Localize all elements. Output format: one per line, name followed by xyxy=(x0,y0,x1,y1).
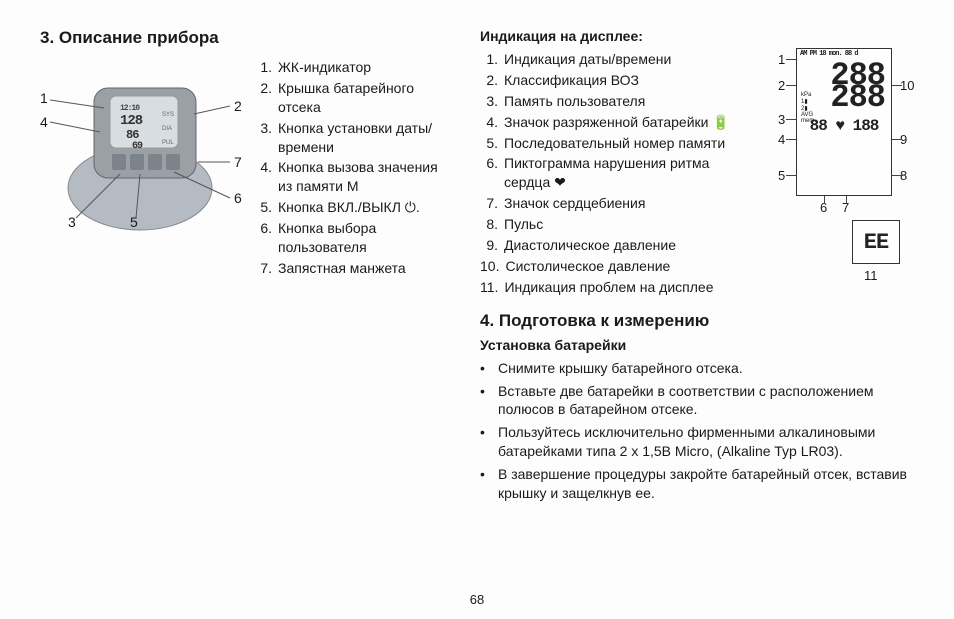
list-num: 7. xyxy=(254,259,272,278)
list-num: 5. xyxy=(480,134,498,153)
device-callout-5: 5 xyxy=(130,214,138,230)
device-svg: 12:10 128 86 69 SYS DIA PUL xyxy=(40,58,240,238)
lcd-error-box: EE xyxy=(852,220,900,264)
list-num: 2. xyxy=(254,79,272,117)
list-num: 5. xyxy=(254,198,272,217)
list-num: 7. xyxy=(480,194,498,213)
battery-bullets: •Снимите крышку батарейного отсека. •Вст… xyxy=(480,359,914,503)
bullet-icon: • xyxy=(480,423,492,461)
svg-text:DIA: DIA xyxy=(162,126,172,132)
svg-text:PUL: PUL xyxy=(162,140,174,146)
device-callout-2: 2 xyxy=(234,98,242,114)
device-callout-7: 7 xyxy=(234,154,242,170)
display-heading: Индикация на дисплее: xyxy=(480,28,914,44)
svg-text:SYS: SYS xyxy=(162,112,174,118)
list-item: Индикация проблем на дисплее xyxy=(504,278,740,297)
device-callout-1: 1 xyxy=(40,90,48,106)
list-num: 1. xyxy=(480,50,498,69)
diag-label-11: 11 xyxy=(864,268,878,283)
bullet-icon: • xyxy=(480,465,492,503)
diag-label-10: 10 xyxy=(900,78,914,93)
list-num: 11. xyxy=(480,278,498,297)
list-item: Пиктограмма нарушения ритма сердца ❤ xyxy=(504,154,740,192)
list-num: 4. xyxy=(480,113,498,132)
bullet-item: В завершение процедуры закройте батарейн… xyxy=(498,465,914,503)
list-item: Пульс xyxy=(504,215,740,234)
lcd-error-text: EE xyxy=(864,230,888,255)
device-parts-list: 1. ЖК-индикатор 2.Крышка батарейного отсе… xyxy=(254,58,450,280)
svg-text:86: 86 xyxy=(126,128,139,142)
list-item: ЖК-индикатор xyxy=(278,58,450,77)
device-callout-6: 6 xyxy=(234,190,242,206)
list-item: Запястная манжета xyxy=(278,259,450,278)
list-item: Классификация ВОЗ xyxy=(504,71,740,90)
diag-label-3: 3 xyxy=(778,112,785,127)
list-num: 9. xyxy=(480,236,498,255)
list-item: Последовательный номер памяти xyxy=(504,134,740,153)
lcd-dia: 288 xyxy=(797,82,891,114)
bullet-item: Вставьте две батарейки в соответствии с … xyxy=(498,382,914,420)
bullet-icon: • xyxy=(480,359,492,378)
left-column: 3. Описание прибора 12:10 128 86 69 SYS … xyxy=(40,28,450,507)
list-item: Кнопка установки даты/времени xyxy=(278,119,450,157)
device-row: 12:10 128 86 69 SYS DIA PUL xyxy=(40,58,450,280)
device-diagram: 12:10 128 86 69 SYS DIA PUL xyxy=(40,58,240,238)
display-items-list: 1. Индикация даты/времени 2. Классификация… xyxy=(480,50,740,297)
list-num: 8. xyxy=(480,215,498,234)
list-num: 3. xyxy=(254,119,272,157)
list-item: Крышка батарейного отсека xyxy=(278,79,450,117)
svg-text:128: 128 xyxy=(120,113,143,129)
list-item: Значок разряженной батарейки 🔋 xyxy=(504,113,740,132)
lcd-pulse: 88 ♥ 188 xyxy=(797,118,891,134)
list-num: 6. xyxy=(480,154,498,192)
diag-label-5: 5 xyxy=(778,168,785,183)
page-columns: 3. Описание прибора 12:10 128 86 69 SYS … xyxy=(40,28,914,507)
diag-label-1: 1 xyxy=(778,52,785,67)
svg-text:12:10: 12:10 xyxy=(120,104,140,113)
svg-text:69: 69 xyxy=(132,141,143,152)
section-3-title: 3. Описание прибора xyxy=(40,28,450,48)
page-number: 68 xyxy=(0,592,954,607)
list-num: 3. xyxy=(480,92,498,111)
list-num: 4. xyxy=(254,158,272,196)
bullet-icon: • xyxy=(480,382,492,420)
section-4-subheading: Установка батарейки xyxy=(480,337,914,353)
bullet-item: Снимите крышку батарейного отсека. xyxy=(498,359,914,378)
list-num: 2. xyxy=(480,71,498,90)
device-callout-3: 3 xyxy=(68,214,76,230)
diag-label-4: 4 xyxy=(778,132,785,147)
list-item: Кнопка ВКЛ./ВЫКЛ ⏻. xyxy=(278,198,450,217)
list-item: Кнопка выбора пользователя xyxy=(278,219,450,257)
list-item: Кнопка вызова значения из памяти M xyxy=(278,158,450,196)
lcd-main-box: AM PM 18 mon. 88 d 288 kPa1▮2▮AVGmem. 28… xyxy=(796,48,892,196)
diag-label-2: 2 xyxy=(778,78,785,93)
list-num: 1. xyxy=(254,58,272,77)
list-num: 10. xyxy=(480,257,499,276)
list-item: Систолическое давление xyxy=(505,257,740,276)
list-item: Память пользователя xyxy=(504,92,740,111)
list-item: Индикация даты/времени xyxy=(504,50,740,69)
section-4-title: 4. Подготовка к измерению xyxy=(480,311,914,331)
list-item: Диастолическое давление xyxy=(504,236,740,255)
device-callout-4: 4 xyxy=(40,114,48,130)
list-num: 6. xyxy=(254,219,272,257)
bullet-item: Пользуйтесь исключительно фирменными алк… xyxy=(498,423,914,461)
list-item: Значок сердцебиения xyxy=(504,194,740,213)
